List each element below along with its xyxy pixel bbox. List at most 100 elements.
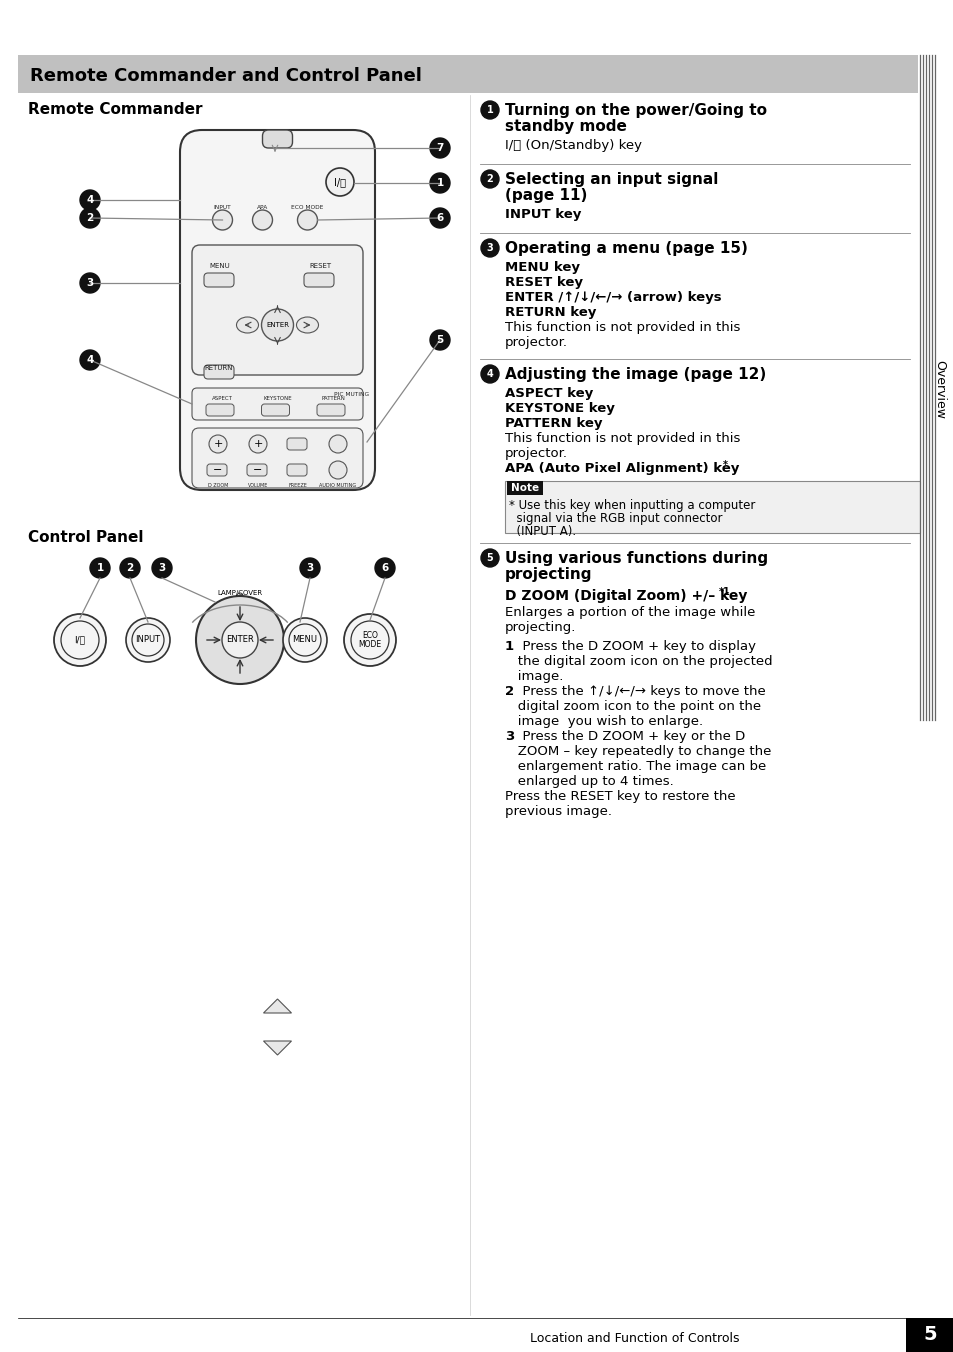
Text: APA (Auto Pixel Alignment) key: APA (Auto Pixel Alignment) key [504, 462, 739, 475]
Circle shape [126, 618, 170, 662]
Text: digital zoom icon to the point on the: digital zoom icon to the point on the [504, 700, 760, 713]
Circle shape [326, 168, 354, 196]
Circle shape [261, 310, 294, 341]
Text: APA: APA [256, 206, 268, 210]
Text: VOLUME: VOLUME [248, 483, 268, 488]
Text: 2: 2 [486, 174, 493, 184]
Polygon shape [263, 999, 292, 1013]
Circle shape [480, 365, 498, 383]
Circle shape [297, 210, 317, 230]
Text: 2: 2 [126, 562, 133, 573]
Text: projector.: projector. [504, 448, 567, 460]
Circle shape [344, 614, 395, 667]
Text: This function is not provided in this: This function is not provided in this [504, 433, 740, 445]
Text: ZOOM – key repeatedly to change the: ZOOM – key repeatedly to change the [504, 745, 771, 758]
Text: signal via the RGB input connector: signal via the RGB input connector [509, 512, 721, 525]
Text: *1: *1 [719, 587, 730, 598]
Circle shape [152, 558, 172, 579]
Text: +: + [213, 439, 222, 449]
FancyBboxPatch shape [247, 464, 267, 476]
Circle shape [480, 549, 498, 566]
Text: INPUT: INPUT [135, 635, 160, 645]
Circle shape [430, 330, 450, 350]
Text: −: − [213, 465, 222, 475]
Text: enlarged up to 4 times.: enlarged up to 4 times. [504, 775, 673, 788]
Text: This function is not provided in this: This function is not provided in this [504, 320, 740, 334]
Circle shape [375, 558, 395, 579]
Text: Remote Commander and Control Panel: Remote Commander and Control Panel [30, 68, 421, 85]
Circle shape [222, 622, 257, 658]
Text: 1: 1 [436, 178, 443, 188]
Text: 6: 6 [436, 214, 443, 223]
Text: 1: 1 [486, 105, 493, 115]
Text: Press the D ZOOM + key or the D: Press the D ZOOM + key or the D [514, 730, 744, 744]
Text: D ZOOM (Digital Zoom) +/– key: D ZOOM (Digital Zoom) +/– key [504, 589, 746, 603]
FancyBboxPatch shape [192, 245, 363, 375]
FancyBboxPatch shape [261, 404, 289, 416]
Text: RESET: RESET [309, 264, 331, 269]
Text: * Use this key when inputting a computer: * Use this key when inputting a computer [509, 499, 755, 512]
Circle shape [480, 239, 498, 257]
FancyBboxPatch shape [206, 404, 233, 416]
Circle shape [80, 208, 100, 228]
Text: (INPUT A).: (INPUT A). [509, 525, 576, 538]
Text: 1: 1 [504, 639, 514, 653]
Text: ECO MODE: ECO MODE [291, 206, 323, 210]
Circle shape [283, 618, 327, 662]
Text: ENTER: ENTER [226, 635, 253, 645]
Text: RESET key: RESET key [504, 276, 582, 289]
Bar [506, 481, 542, 495]
Text: projector.: projector. [504, 337, 567, 349]
Circle shape [430, 208, 450, 228]
Circle shape [299, 558, 319, 579]
Text: 3: 3 [158, 562, 166, 573]
Circle shape [329, 461, 347, 479]
Circle shape [120, 558, 140, 579]
Circle shape [430, 138, 450, 158]
Text: PATTERN: PATTERN [321, 396, 345, 402]
Circle shape [480, 170, 498, 188]
Text: I/⏻: I/⏻ [74, 635, 86, 645]
Text: Using various functions during: Using various functions during [504, 552, 767, 566]
Ellipse shape [236, 316, 258, 333]
FancyBboxPatch shape [204, 365, 233, 379]
FancyBboxPatch shape [192, 388, 363, 420]
Polygon shape [263, 1041, 292, 1055]
Text: Control Panel: Control Panel [28, 530, 143, 545]
Text: PATTERN key: PATTERN key [504, 416, 602, 430]
Text: image  you wish to enlarge.: image you wish to enlarge. [504, 715, 702, 727]
Text: Remote Commander: Remote Commander [28, 101, 202, 118]
Text: MENU: MENU [210, 264, 230, 269]
Circle shape [195, 596, 284, 684]
Text: D ZOOM: D ZOOM [208, 483, 228, 488]
Circle shape [430, 173, 450, 193]
Circle shape [253, 210, 273, 230]
Bar [18, 55, 917, 93]
Text: 3: 3 [306, 562, 314, 573]
Text: LAMP/COVER: LAMP/COVER [217, 589, 262, 596]
Text: ENTER: ENTER [266, 322, 289, 329]
Text: FREEZE: FREEZE [288, 483, 307, 488]
Text: INPUT: INPUT [213, 206, 231, 210]
Text: 2: 2 [87, 214, 93, 223]
Text: Operating a menu (page 15): Operating a menu (page 15) [504, 241, 747, 256]
Text: Selecting an input signal: Selecting an input signal [504, 172, 718, 187]
Bar [504, 481, 919, 533]
Circle shape [209, 435, 227, 453]
Text: Press the D ZOOM + key to display: Press the D ZOOM + key to display [514, 639, 755, 653]
Text: Press the RESET key to restore the: Press the RESET key to restore the [504, 790, 735, 803]
Text: projecting: projecting [504, 566, 592, 581]
Text: 1: 1 [96, 562, 104, 573]
Circle shape [249, 435, 267, 453]
FancyBboxPatch shape [287, 438, 307, 450]
Circle shape [80, 273, 100, 293]
Text: I/⏻: I/⏻ [334, 177, 346, 187]
Circle shape [80, 350, 100, 370]
Text: Location and Function of Controls: Location and Function of Controls [530, 1332, 739, 1344]
Text: KEYSTONE: KEYSTONE [263, 396, 292, 402]
Text: enlargement ratio. The image can be: enlargement ratio. The image can be [504, 760, 765, 773]
Text: 3: 3 [504, 730, 514, 744]
Text: Adjusting the image (page 12): Adjusting the image (page 12) [504, 366, 765, 383]
Text: standby mode: standby mode [504, 119, 626, 134]
Circle shape [213, 210, 233, 230]
